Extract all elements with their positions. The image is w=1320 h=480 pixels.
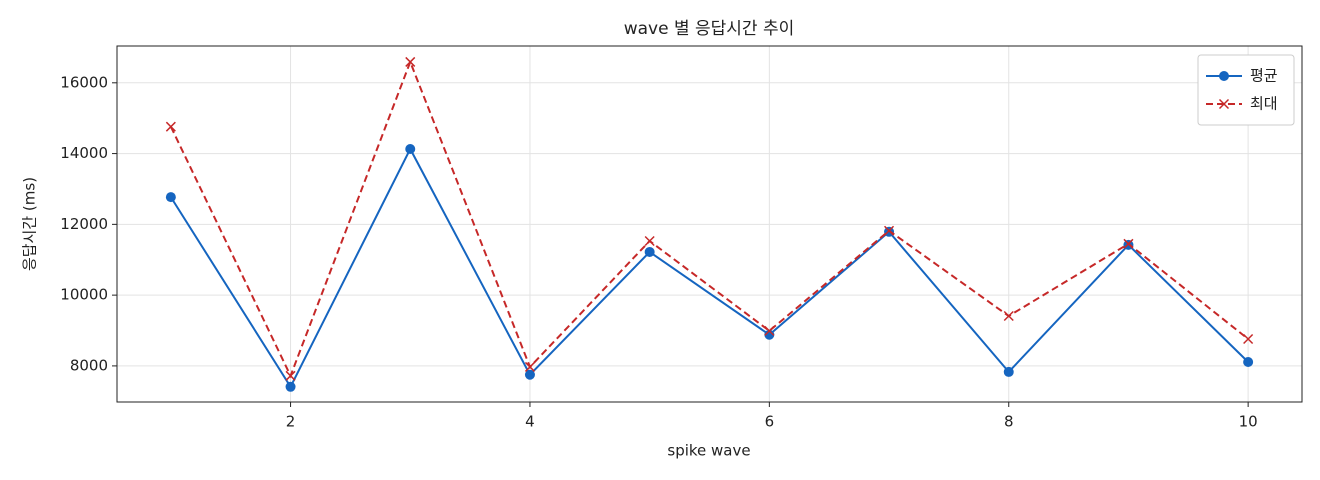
marker: [285, 370, 296, 381]
marker-stroke: [405, 56, 416, 67]
y-tick-label: 10000: [60, 286, 108, 304]
marker-stroke: [884, 225, 895, 236]
marker: [1123, 238, 1134, 249]
x-tick-label: 10: [1239, 413, 1258, 431]
marker-stroke: [165, 121, 176, 132]
marker: [884, 225, 895, 236]
marker-stroke: [1218, 98, 1230, 110]
marker: [1003, 310, 1014, 322]
legend-label: 최대: [1250, 95, 1278, 113]
marker: [165, 192, 176, 203]
marker: [165, 121, 176, 132]
marker: [524, 361, 535, 372]
marker: [1243, 333, 1254, 345]
marker-stroke: [1003, 310, 1014, 322]
marker-stroke: [285, 370, 296, 381]
marker-stroke: [1123, 238, 1134, 249]
marker: [764, 329, 775, 340]
y-tick-label: 8000: [70, 356, 108, 374]
x-tick-label: 4: [525, 413, 535, 431]
x-tick-label: 6: [765, 413, 775, 431]
marker: [644, 246, 655, 257]
marker: [405, 56, 416, 67]
line-series: [169, 59, 1249, 379]
marker: [405, 143, 416, 154]
y-tick-label: 12000: [60, 215, 108, 233]
legend-marker: [1219, 71, 1229, 81]
marker-stroke: [524, 361, 535, 372]
marker: [644, 235, 655, 247]
chart-title: wave 별 응답시간 추이: [624, 19, 795, 39]
y-tick-label: 14000: [60, 144, 108, 162]
y-tick-label: 16000: [60, 73, 108, 91]
legend-box: [1197, 54, 1295, 126]
marker-stroke: [644, 235, 655, 247]
marker: [1003, 366, 1014, 377]
marker: [764, 325, 775, 336]
line-series: [170, 146, 1249, 389]
marker: [285, 381, 296, 392]
x-tick-label: 8: [1004, 413, 1014, 431]
legend-marker: [1218, 98, 1230, 110]
x-tick-label: 2: [286, 413, 296, 431]
marker: [1243, 357, 1254, 368]
marker: [524, 369, 535, 380]
marker-stroke: [1243, 333, 1254, 345]
legend-label: 평균: [1250, 67, 1278, 85]
marker-stroke: [764, 325, 775, 336]
plot-frame: [116, 45, 1303, 403]
x-axis-label: spike wave: [667, 442, 750, 460]
y-axis-label: 응답시간 (ms): [21, 177, 39, 271]
